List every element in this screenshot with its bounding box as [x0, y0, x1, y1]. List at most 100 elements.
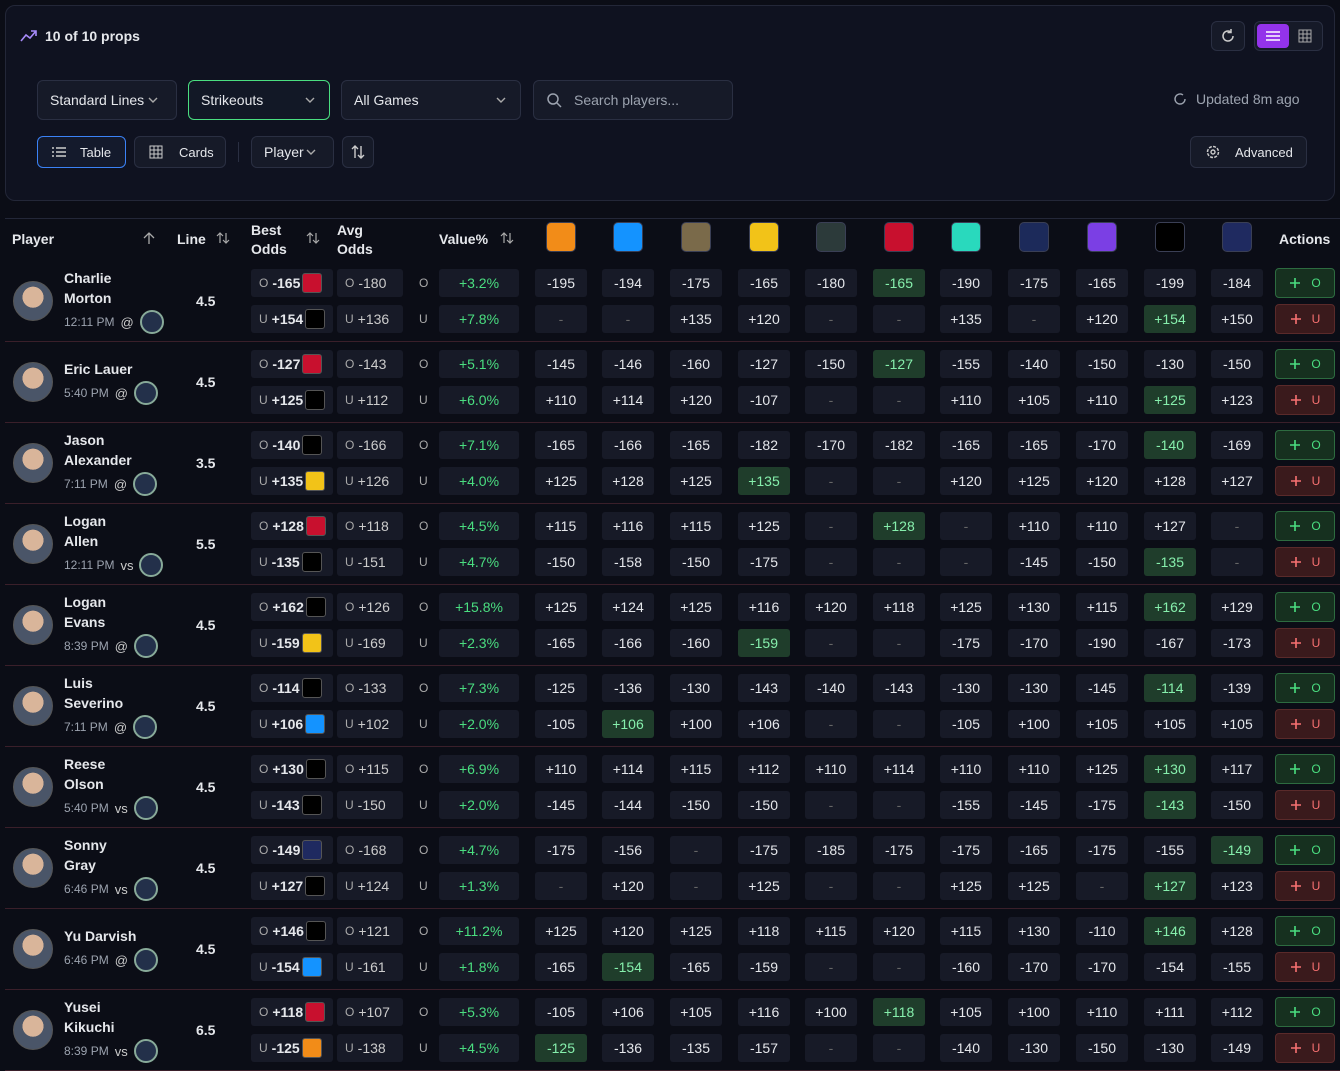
book-odds[interactable]: -175	[940, 836, 992, 864]
book-odds[interactable]: -	[873, 629, 925, 657]
book-odds[interactable]: -	[940, 512, 992, 540]
book-odds[interactable]: -154	[602, 953, 654, 981]
player-name[interactable]: Eric Lauer	[64, 361, 133, 377]
book-odds[interactable]: +120	[1076, 305, 1128, 333]
sort-direction[interactable]	[342, 136, 374, 168]
book-odds[interactable]: +130	[1144, 755, 1196, 783]
book-odds[interactable]: +114	[602, 755, 654, 783]
book-odds[interactable]: -194	[602, 269, 654, 297]
book-odds[interactable]: -195	[535, 269, 587, 297]
book-odds[interactable]: +135	[738, 467, 790, 495]
book-odds[interactable]: -166	[602, 431, 654, 459]
book-odds[interactable]: -130	[940, 674, 992, 702]
book-odds[interactable]: +123	[1211, 872, 1263, 900]
book-odds[interactable]: -180	[805, 269, 857, 297]
book-odds[interactable]: -150	[805, 350, 857, 378]
book-odds[interactable]: +120	[940, 467, 992, 495]
book-odds[interactable]: -165	[940, 431, 992, 459]
bet-over-button[interactable]: O	[1275, 916, 1335, 946]
book-odds[interactable]: -	[805, 1034, 857, 1062]
player-name[interactable]: Charlie Morton	[64, 270, 112, 306]
grid-view[interactable]	[1289, 29, 1321, 43]
book-odds[interactable]: -165	[535, 629, 587, 657]
search-input[interactable]: Search players...	[533, 80, 733, 120]
book-odds[interactable]: +115	[1076, 593, 1128, 621]
book-odds[interactable]: +116	[602, 512, 654, 540]
bet-under-button[interactable]: U	[1275, 871, 1335, 901]
book-odds[interactable]: -	[1076, 872, 1128, 900]
book-odds[interactable]: -199	[1144, 269, 1196, 297]
book-odds[interactable]: -136	[602, 1034, 654, 1062]
book-odds[interactable]: +125	[940, 872, 992, 900]
book-odds[interactable]: +115	[535, 512, 587, 540]
player-name[interactable]: Yusei Kikuchi	[64, 999, 115, 1035]
book-odds[interactable]: -165	[535, 953, 587, 981]
book-odds[interactable]: +105	[670, 998, 722, 1026]
book-odds[interactable]: -150	[670, 791, 722, 819]
bet-over-button[interactable]: O	[1275, 835, 1335, 865]
book-odds[interactable]: -160	[670, 350, 722, 378]
book-odds[interactable]: -170	[1076, 953, 1128, 981]
book-odds[interactable]: -105	[940, 710, 992, 738]
book-odds[interactable]: -	[805, 512, 857, 540]
book-odds[interactable]: -146	[602, 350, 654, 378]
book-odds[interactable]: +120	[1076, 467, 1128, 495]
market-dropdown[interactable]: Strikeouts	[188, 80, 330, 120]
book-odds[interactable]: -	[805, 629, 857, 657]
book-odds[interactable]: +116	[738, 593, 790, 621]
bet-over-button[interactable]: O	[1275, 511, 1335, 541]
book-odds[interactable]: -	[602, 305, 654, 333]
book-odds[interactable]: -165	[670, 953, 722, 981]
book-odds[interactable]: +115	[670, 512, 722, 540]
book-odds[interactable]: +127	[1211, 467, 1263, 495]
book-odds[interactable]: -170	[805, 431, 857, 459]
book-odds[interactable]: -150	[1076, 548, 1128, 576]
book-odds[interactable]: -149	[1211, 1034, 1263, 1062]
book-odds[interactable]: -155	[940, 791, 992, 819]
book-odds[interactable]: +105	[940, 998, 992, 1026]
bet-over-button[interactable]: O	[1275, 592, 1335, 622]
book-odds[interactable]: -159	[738, 629, 790, 657]
book-odds[interactable]: -190	[940, 269, 992, 297]
lines-dropdown[interactable]: Standard Lines	[37, 80, 177, 120]
book-odds[interactable]: -135	[1144, 548, 1196, 576]
book-odds[interactable]: -175	[1008, 269, 1060, 297]
book-odds[interactable]: -150	[1211, 350, 1263, 378]
book-odds[interactable]: +125	[670, 917, 722, 945]
book-odds[interactable]: -175	[1076, 836, 1128, 864]
book-odds[interactable]: -125	[535, 674, 587, 702]
book-odds[interactable]: +135	[670, 305, 722, 333]
list-view[interactable]	[1257, 24, 1289, 48]
book-odds[interactable]: -190	[1076, 629, 1128, 657]
book-odds[interactable]: -155	[940, 350, 992, 378]
player-name[interactable]: Sonny Gray	[64, 837, 107, 873]
book-odds[interactable]: +120	[602, 872, 654, 900]
book-odds[interactable]: +116	[738, 998, 790, 1026]
bet-under-button[interactable]: U	[1275, 952, 1335, 982]
refresh-button[interactable]	[1211, 21, 1245, 51]
book-odds[interactable]: -105	[535, 998, 587, 1026]
book-odds[interactable]: +105	[1211, 710, 1263, 738]
book-odds[interactable]: -173	[1211, 629, 1263, 657]
book-odds[interactable]: -	[805, 467, 857, 495]
book-odds[interactable]: -175	[873, 836, 925, 864]
book-odds[interactable]: -	[873, 1034, 925, 1062]
bet-over-button[interactable]: O	[1275, 349, 1335, 379]
book-odds[interactable]: +106	[602, 998, 654, 1026]
book-odds[interactable]: -145	[535, 791, 587, 819]
book-odds[interactable]: +127	[1144, 872, 1196, 900]
book-odds[interactable]: +125	[1144, 386, 1196, 414]
book-odds[interactable]: -	[670, 872, 722, 900]
book-odds[interactable]: -	[873, 791, 925, 819]
cards-button[interactable]: Cards	[134, 136, 226, 168]
book-odds[interactable]: +118	[873, 593, 925, 621]
book-odds[interactable]: -145	[535, 350, 587, 378]
bet-over-button[interactable]: O	[1275, 430, 1335, 460]
book-odds[interactable]: +128	[1211, 917, 1263, 945]
book-odds[interactable]: -170	[1008, 629, 1060, 657]
book-odds[interactable]: -127	[738, 350, 790, 378]
book-odds[interactable]: +117	[1211, 755, 1263, 783]
book-odds[interactable]: +110	[1076, 512, 1128, 540]
book-odds[interactable]: +114	[873, 755, 925, 783]
book-odds[interactable]: -150	[535, 548, 587, 576]
